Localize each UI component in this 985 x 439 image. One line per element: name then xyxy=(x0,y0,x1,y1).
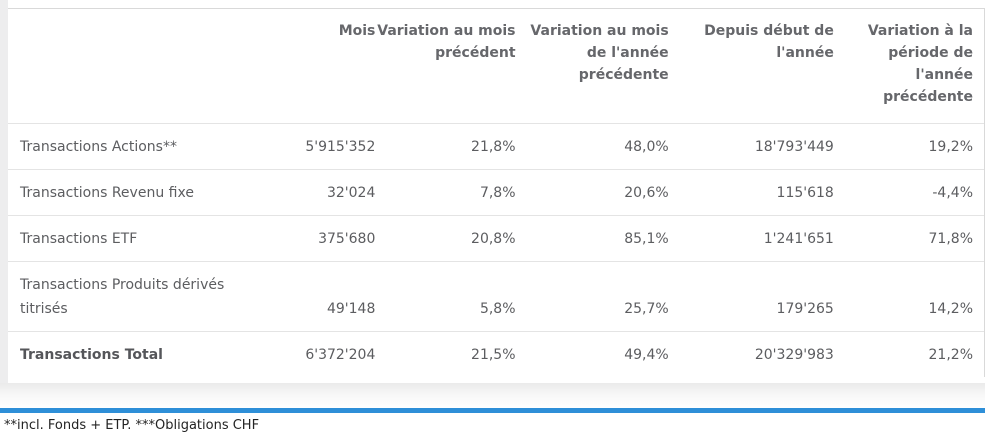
column-header-variation-mois-annee-precedente: Variation au mois de l'année précédente xyxy=(530,23,669,83)
column-header-mois: Mois xyxy=(338,23,376,39)
row-value: 25,7% xyxy=(515,261,669,332)
row-value: 179'265 xyxy=(668,261,834,332)
card-bottom-shadow xyxy=(0,383,985,408)
footnote-text: **incl. Fonds + ETP. ***Obligations CHF xyxy=(4,418,260,433)
table-header: Mois Variation au mois précédent Variati… xyxy=(8,9,984,124)
row-value: 21,5% xyxy=(375,331,516,377)
row-label: Transactions Produits dérivés titrisés xyxy=(8,261,253,332)
row-value: 14,2% xyxy=(833,261,984,332)
page-left-margin-strip xyxy=(0,0,8,383)
row-label: Transactions Total xyxy=(8,331,253,377)
row-value: 71,8% xyxy=(833,215,984,262)
table-row: Transactions Produits dérivés titrisés 49… xyxy=(8,261,984,332)
table-row: Transactions Total 6'372'204 21,5% 49,4% 20'… xyxy=(8,331,984,377)
row-value: 21,2% xyxy=(833,331,984,377)
row-value: 21,8% xyxy=(375,123,516,170)
row-value: 18'793'449 xyxy=(668,123,834,170)
row-label: Transactions ETF xyxy=(8,215,253,262)
row-value: 5,8% xyxy=(375,261,516,332)
row-value: 19,2% xyxy=(833,123,984,170)
table-row: Transactions ETF 375'680 20,8% 85,1% 1'241'6… xyxy=(8,215,984,262)
column-header-variation-periode-annee-precedente: Variation à la période de l'année précéd… xyxy=(867,23,973,105)
column-header-empty xyxy=(8,9,252,124)
row-value: 20'329'983 xyxy=(668,331,834,377)
row-value: 1'241'651 xyxy=(668,215,834,262)
row-value: 5'915'352 xyxy=(252,123,376,170)
column-header-depuis-debut-annee: Depuis début de l'année xyxy=(704,23,834,61)
row-label: Transactions Revenu fixe xyxy=(8,169,253,216)
row-label: Transactions Actions** xyxy=(8,123,253,170)
row-value: 32'024 xyxy=(252,169,376,216)
row-value: 20,8% xyxy=(375,215,516,262)
row-value: 48,0% xyxy=(515,123,669,170)
table-header-row: Mois Variation au mois précédent Variati… xyxy=(8,9,984,124)
row-value: 7,8% xyxy=(375,169,516,216)
table-row: Transactions Actions** 5'915'352 21,8% 48,0… xyxy=(8,123,984,170)
row-value: 85,1% xyxy=(515,215,669,262)
row-value: 49,4% xyxy=(515,331,669,377)
accent-divider-bar xyxy=(0,408,985,413)
row-value: 6'372'204 xyxy=(252,331,376,377)
column-header-variation-mois-precedent: Variation au mois précédent xyxy=(377,23,516,61)
row-value: 375'680 xyxy=(252,215,376,262)
row-value: 20,6% xyxy=(515,169,669,216)
row-value: -4,4% xyxy=(833,169,984,216)
transactions-table: Mois Variation au mois précédent Variati… xyxy=(8,9,984,377)
table-row: Transactions Revenu fixe 32'024 7,8% 20,6% 1… xyxy=(8,169,984,216)
table-body: Transactions Actions** 5'915'352 21,8% 48,0… xyxy=(8,123,984,377)
row-value: 49'148 xyxy=(252,261,376,332)
row-value: 115'618 xyxy=(668,169,834,216)
transactions-table-card: Mois Variation au mois précédent Variati… xyxy=(8,8,985,377)
